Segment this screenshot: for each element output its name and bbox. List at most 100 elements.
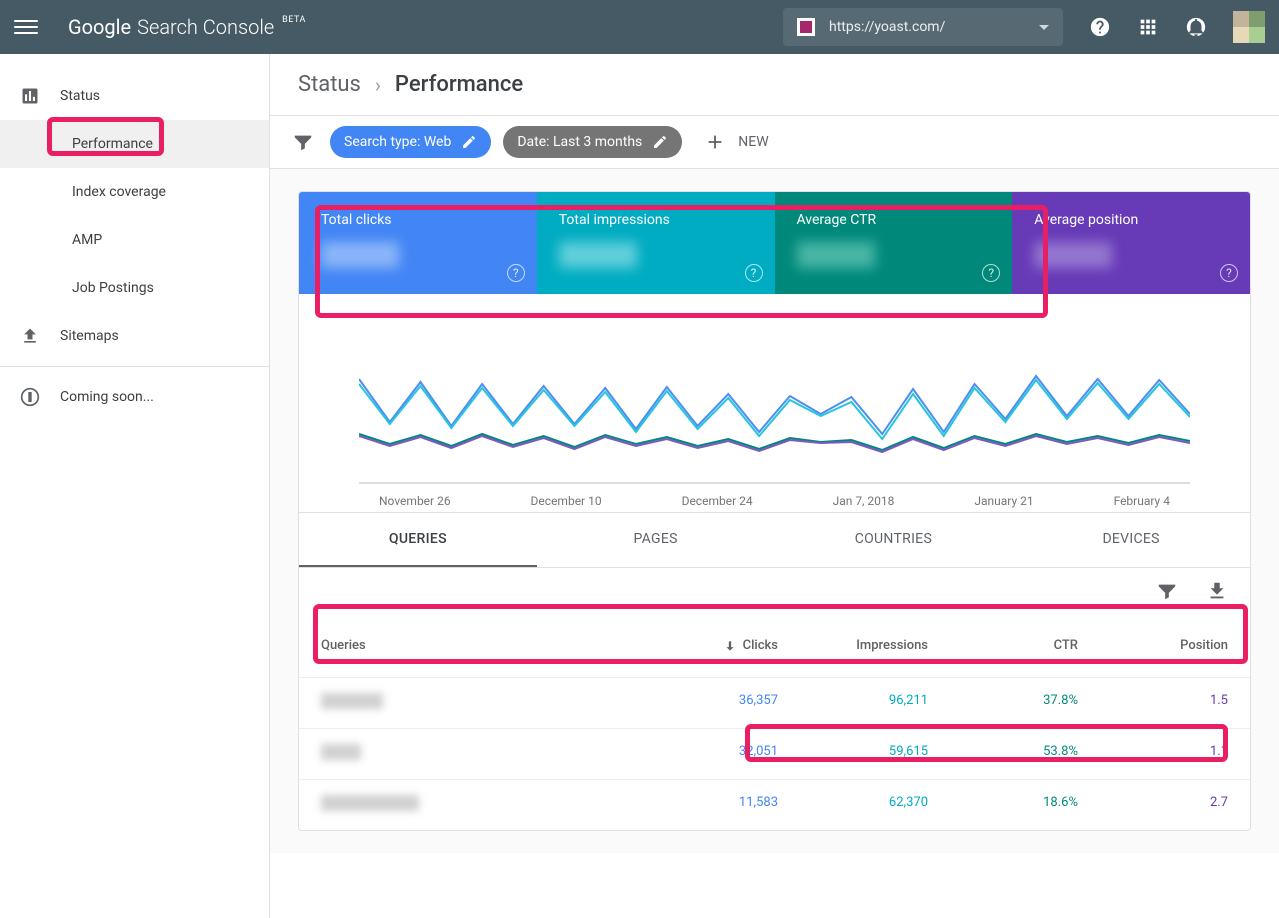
sidebar-item-performance[interactable]: Performance: [0, 120, 269, 168]
td-ctr: 18.6%: [928, 795, 1078, 815]
metric-label: Total clicks: [321, 212, 515, 228]
th-label: Clicks: [743, 638, 778, 653]
th-impressions[interactable]: Impressions: [778, 638, 928, 653]
filter-bar: Search type: Web Date: Last 3 months NEW: [270, 115, 1279, 169]
sidebar-item-job-postings[interactable]: Job Postings: [0, 264, 269, 312]
th-metrics: Clicks Impressions CTR Position: [628, 638, 1228, 653]
chart-svg: [359, 324, 1190, 484]
metric-average-ctr[interactable]: Average CTR ?: [775, 192, 1013, 294]
header-right: https://yoast.com/: [783, 8, 1265, 46]
sidebar-item-amp[interactable]: AMP: [0, 216, 269, 264]
th-position[interactable]: Position: [1078, 638, 1228, 653]
menu-icon[interactable]: [14, 15, 38, 39]
sidebar-label: Index coverage: [72, 184, 166, 200]
metrics-row: Total clicks ? Total impressions ? Avera…: [299, 192, 1250, 294]
breadcrumb: Status › Performance: [270, 54, 1279, 115]
logo-product: Search Console: [137, 15, 274, 39]
td-position: 1.1: [1078, 744, 1228, 764]
sidebar-label: Sitemaps: [60, 328, 119, 344]
table-row[interactable]: 32,05159,61553.8%1.1: [299, 728, 1250, 779]
sidebar-item-status[interactable]: Status: [0, 72, 269, 120]
tab-queries[interactable]: QUERIES: [299, 513, 537, 567]
status-icon: [20, 86, 40, 106]
metric-label: Average CTR: [797, 212, 991, 228]
table-body: 36,35796,21137.8%1.532,05159,61553.8%1.1…: [299, 677, 1250, 830]
beta-badge: BETA: [282, 15, 306, 25]
property-favicon: [797, 18, 815, 36]
chart: November 26December 10December 24Jan 7, …: [299, 294, 1250, 512]
metric-label: Total impressions: [559, 212, 753, 228]
help-icon[interactable]: ?: [745, 264, 763, 282]
th-ctr[interactable]: CTR: [928, 638, 1078, 653]
th-queries[interactable]: Queries: [321, 638, 628, 653]
table-row[interactable]: 11,58362,37018.6%2.7: [299, 779, 1250, 830]
upload-icon: [20, 326, 40, 346]
table-header: Queries Clicks Impressions CTR Position: [299, 614, 1250, 677]
sidebar-label: Status: [60, 88, 100, 104]
content: Total clicks ? Total impressions ? Avera…: [270, 169, 1279, 853]
sidebar-item-index-coverage[interactable]: Index coverage: [0, 168, 269, 216]
td-clicks: 36,357: [628, 693, 778, 713]
sidebar-label: AMP: [72, 232, 102, 248]
help-icon[interactable]: ?: [1220, 264, 1238, 282]
sidebar-item-coming-soon: Coming soon...: [0, 373, 269, 421]
edit-icon: [461, 134, 477, 150]
logo: Google Search Console BETA: [68, 15, 304, 39]
td-clicks: 11,583: [628, 795, 778, 815]
table-row[interactable]: 36,35796,21137.8%1.5: [299, 677, 1250, 728]
layout: Status Performance Index coverage AMP Jo…: [0, 54, 1279, 918]
chevron-right-icon: ›: [375, 73, 381, 97]
td-clicks: 32,051: [628, 744, 778, 764]
sidebar: Status Performance Index coverage AMP Jo…: [0, 54, 270, 918]
sidebar-label: Coming soon...: [60, 389, 154, 405]
metric-total-impressions[interactable]: Total impressions ?: [537, 192, 775, 294]
td-position: 2.7: [1078, 795, 1228, 815]
metric-label: Average position: [1034, 212, 1228, 228]
tab-countries[interactable]: COUNTRIES: [775, 513, 1013, 567]
th-clicks[interactable]: Clicks: [628, 638, 778, 653]
td-impressions: 96,211: [778, 693, 928, 713]
help-icon[interactable]: ?: [982, 264, 1000, 282]
filter-icon[interactable]: [292, 131, 314, 153]
breadcrumb-parent[interactable]: Status: [298, 72, 361, 97]
divider: [0, 366, 269, 367]
td-query: [321, 693, 628, 713]
tab-devices[interactable]: DEVICES: [1012, 513, 1250, 567]
performance-card: Total clicks ? Total impressions ? Avera…: [298, 191, 1251, 831]
chip-date[interactable]: Date: Last 3 months: [503, 126, 682, 158]
metric-value-blurred: [321, 242, 399, 268]
info-icon: [20, 387, 40, 407]
metric-average-position[interactable]: Average position ?: [1012, 192, 1250, 294]
download-icon[interactable]: [1206, 580, 1228, 602]
sort-desc-icon: [723, 639, 737, 653]
filter-icon[interactable]: [1156, 580, 1178, 602]
main: Status › Performance Search type: Web Da…: [270, 54, 1279, 918]
notifications-icon[interactable]: [1185, 16, 1207, 38]
sidebar-label: Job Postings: [72, 280, 154, 296]
chart-x-axis: November 26December 10December 24Jan 7, …: [359, 494, 1190, 508]
apps-icon[interactable]: [1137, 16, 1159, 38]
help-icon[interactable]: [1089, 16, 1111, 38]
new-label: NEW: [738, 134, 768, 150]
chip-search-type[interactable]: Search type: Web: [330, 126, 491, 158]
metric-value-blurred: [1034, 242, 1112, 268]
metric-total-clicks[interactable]: Total clicks ?: [299, 192, 537, 294]
td-ctr: 53.8%: [928, 744, 1078, 764]
tabs: QUERIES PAGES COUNTRIES DEVICES: [299, 512, 1250, 568]
td-impressions: 62,370: [778, 795, 928, 815]
sidebar-item-sitemaps[interactable]: Sitemaps: [0, 312, 269, 360]
td-impressions: 59,615: [778, 744, 928, 764]
edit-icon: [652, 134, 668, 150]
help-icon[interactable]: ?: [507, 264, 525, 282]
tab-pages[interactable]: PAGES: [537, 513, 775, 567]
metric-value-blurred: [797, 242, 875, 268]
td-position: 1.5: [1078, 693, 1228, 713]
chip-label: Search type: Web: [344, 134, 451, 150]
td-query: [321, 795, 628, 815]
td-query: [321, 744, 628, 764]
chevron-down-icon: [1039, 25, 1049, 30]
new-filter-button[interactable]: NEW: [704, 131, 768, 153]
metric-value-blurred: [559, 242, 637, 268]
property-selector[interactable]: https://yoast.com/: [783, 8, 1063, 46]
avatar[interactable]: [1233, 11, 1265, 43]
